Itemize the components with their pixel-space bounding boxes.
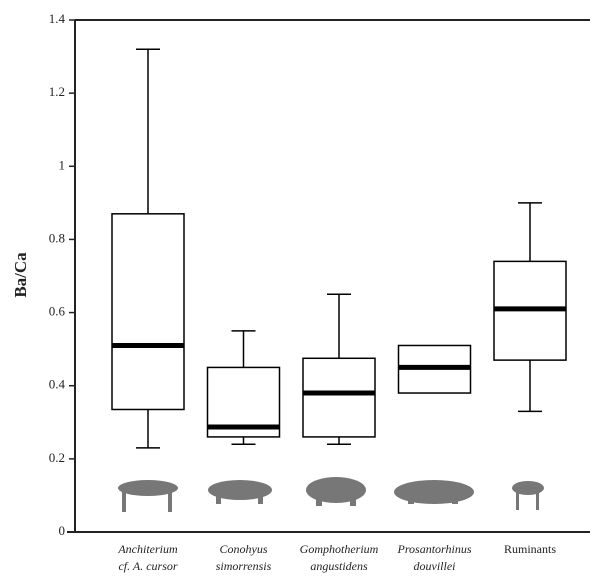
x-tick-label: simorrensis — [216, 559, 272, 573]
y-tick-label: 0.8 — [49, 230, 65, 245]
x-tick-label: Conohyus — [220, 542, 268, 556]
x-tick-label: Gomphotherium — [300, 542, 379, 556]
y-tick-label: 1.2 — [49, 84, 65, 99]
x-tick-label: cf. A. cursor — [118, 559, 177, 573]
x-tick-label: douvillei — [414, 559, 456, 573]
y-tick-label: 1.4 — [49, 11, 66, 26]
y-tick-label: 0.4 — [49, 377, 66, 392]
box — [206, 366, 281, 438]
animal-silhouettes — [118, 477, 544, 512]
x-tick-label: Ruminants — [504, 542, 556, 556]
box — [302, 357, 376, 438]
x-tick-label: Prosantorhinus — [396, 542, 471, 556]
x-tick-label: angustidens — [310, 559, 368, 573]
y-axis-label: Ba/Ca — [11, 252, 30, 298]
y-tick-label: 0.2 — [49, 450, 65, 465]
y-tick-label: 1 — [59, 157, 66, 172]
y-tick-label: 0.6 — [49, 304, 66, 319]
box — [111, 213, 185, 411]
y-tick-label: 0 — [59, 523, 66, 538]
x-tick-label: Anchiterium — [117, 542, 178, 556]
